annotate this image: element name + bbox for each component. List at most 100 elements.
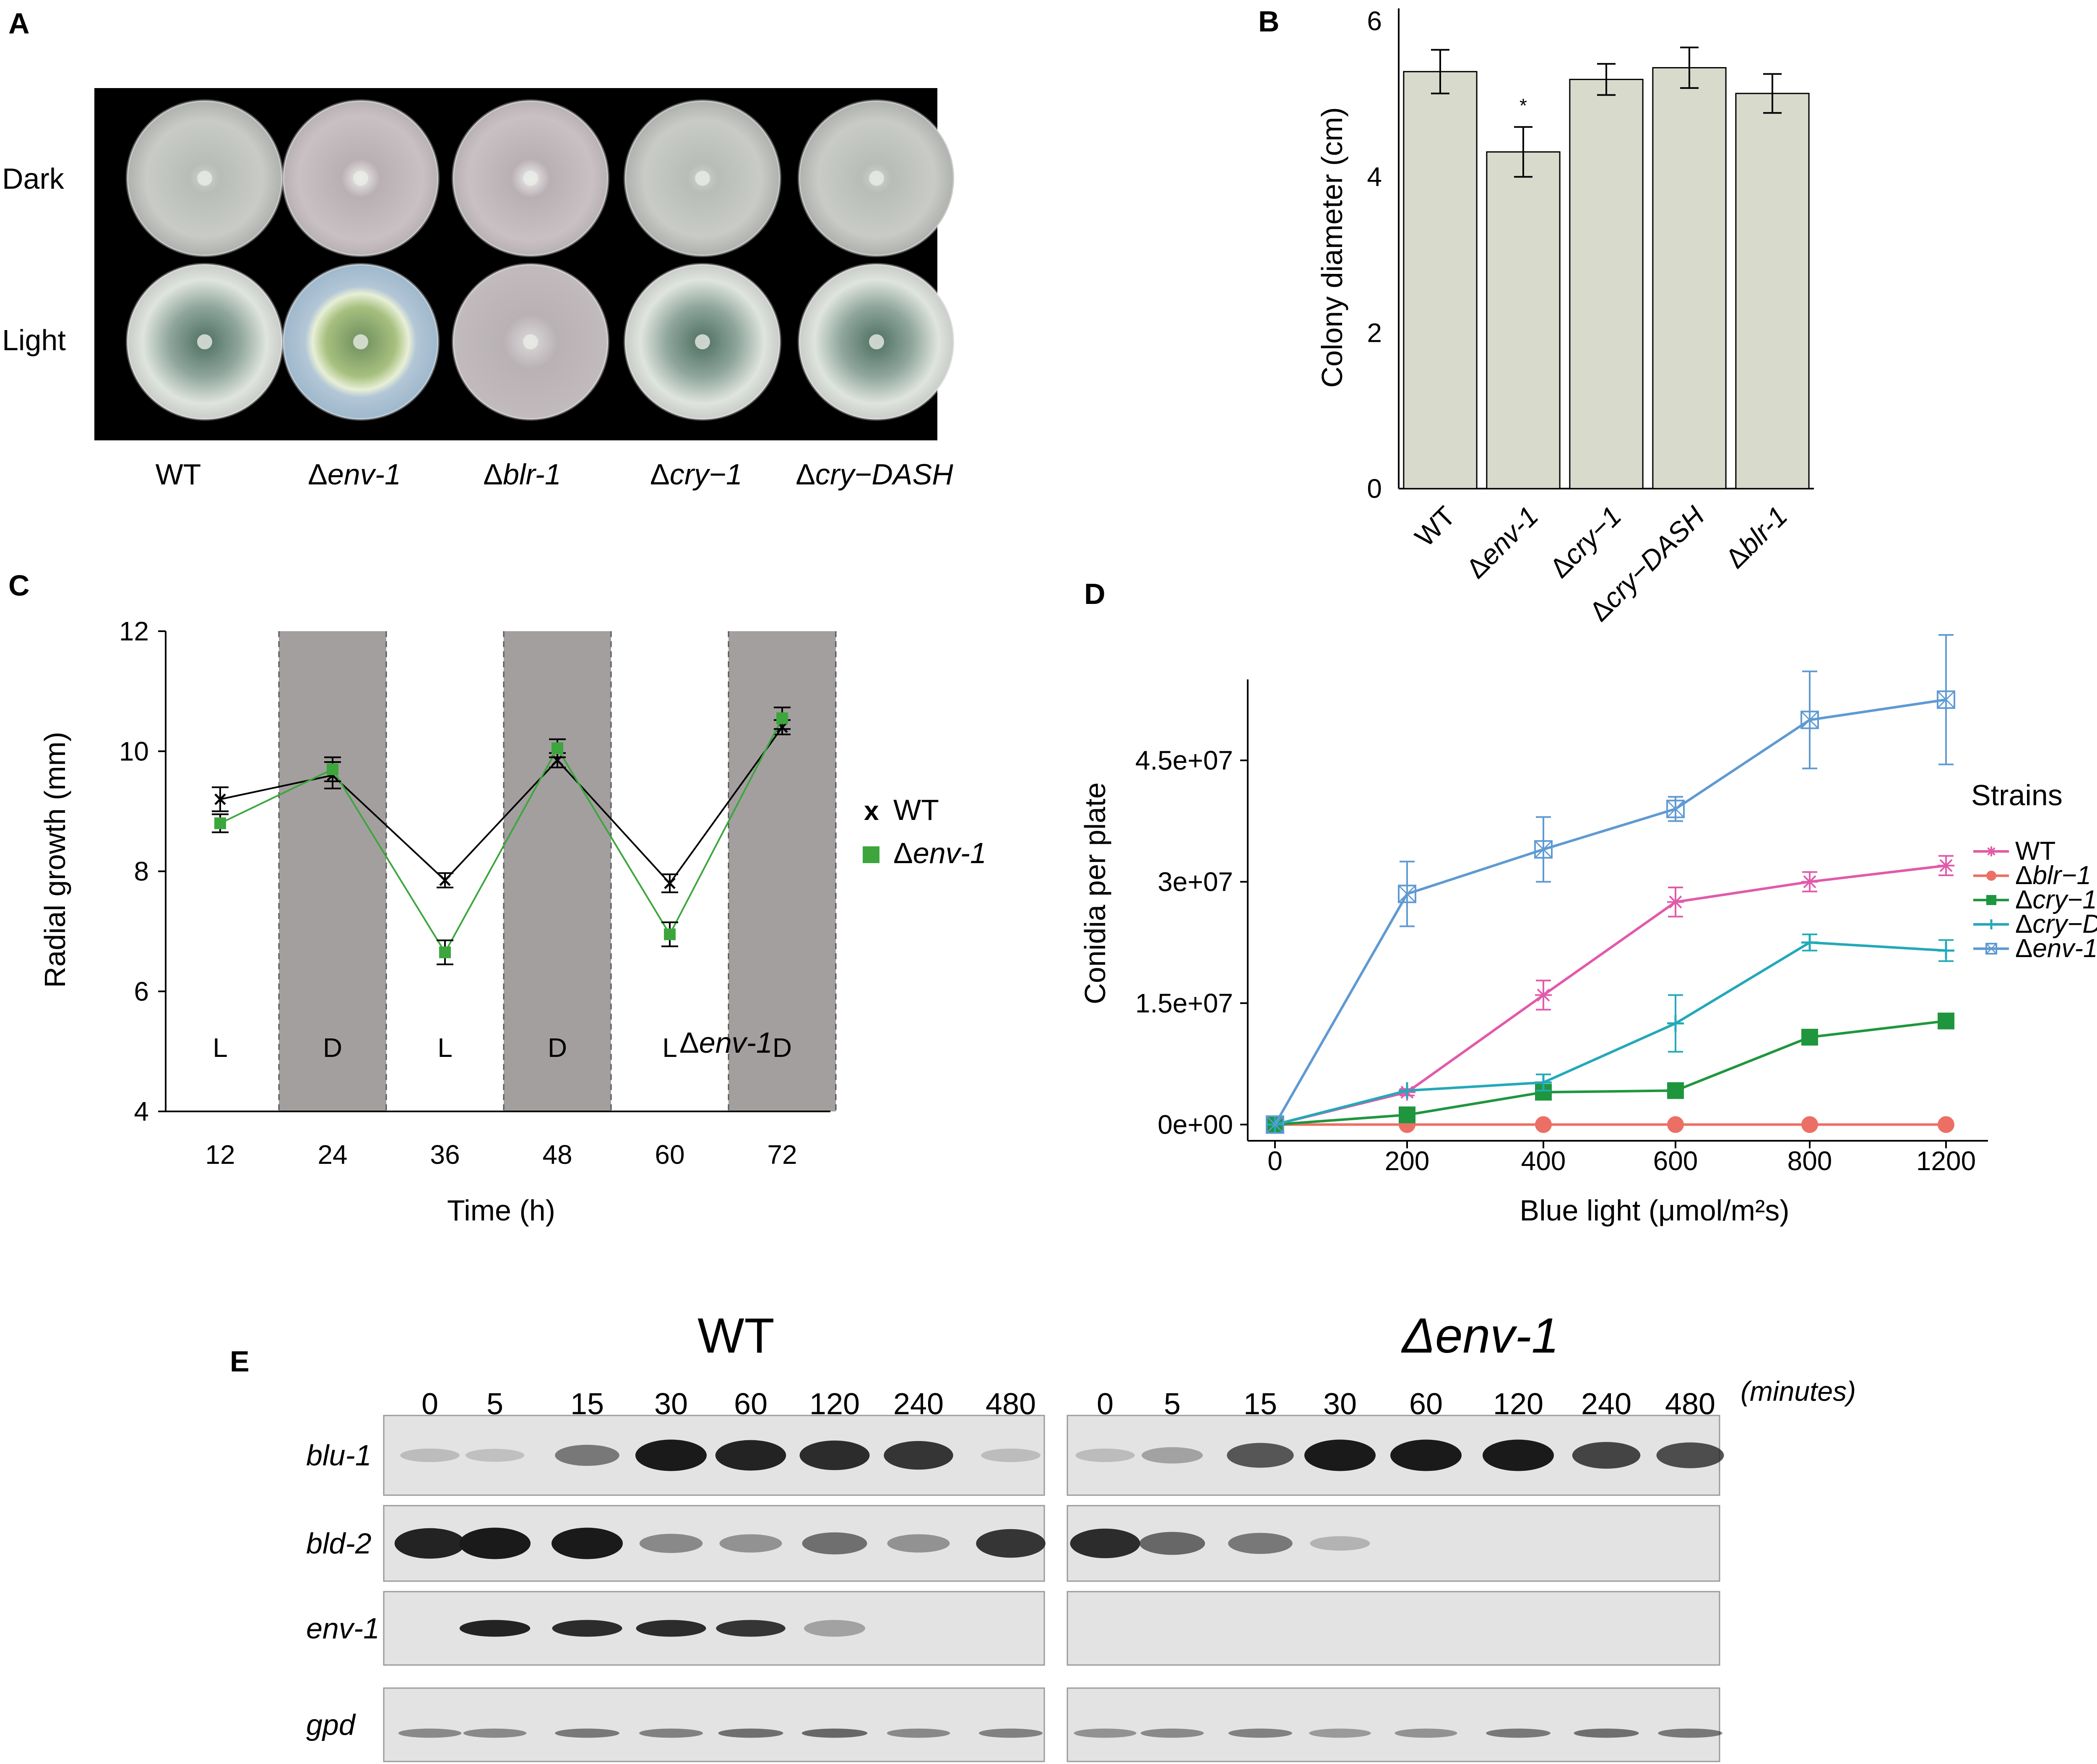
gene-label: blu-1	[306, 1439, 372, 1472]
legend-label-prefix: Δ	[2015, 885, 2032, 914]
x-tick-label: 400	[1521, 1146, 1566, 1176]
marker-box-cross	[1266, 1116, 1284, 1134]
inoculation-point	[353, 171, 368, 186]
x-tick-label: 48	[542, 1140, 572, 1170]
y-tick-label: 0e+00	[1158, 1109, 1233, 1140]
blot-band	[394, 1528, 466, 1559]
blot-band	[639, 1728, 703, 1738]
marker-circle	[1667, 1116, 1684, 1133]
panel-b-letter: B	[1258, 5, 1280, 38]
blot-band	[1075, 1448, 1135, 1462]
dark-phase-shade	[504, 631, 611, 1111]
blot-group-title-env1: Δenv-1	[1401, 1308, 1559, 1363]
inoculation-point	[523, 171, 538, 186]
blot-band	[1304, 1439, 1376, 1471]
x-tick-label: 600	[1653, 1146, 1698, 1176]
blot-band	[1486, 1728, 1551, 1738]
inoculation-point	[197, 171, 212, 186]
x-tick-label-prefix: WT	[1409, 500, 1461, 553]
blot-strip	[1067, 1687, 1720, 1762]
blot-band	[981, 1448, 1041, 1462]
strain-label-italic: cry−DASH	[815, 458, 953, 491]
x-tick-label: 24	[317, 1140, 347, 1170]
bar	[1735, 93, 1810, 489]
marker-box	[1266, 1115, 1284, 1134]
panel-e-letter: E	[230, 1345, 250, 1378]
legend-label-env1-prefix: Δ	[893, 837, 913, 869]
series-line	[220, 718, 783, 954]
blot-band	[1140, 1728, 1204, 1738]
data-point-x	[214, 793, 226, 805]
blot-band	[1228, 1728, 1292, 1738]
marker-square	[1986, 895, 1996, 905]
blot-band	[1572, 1442, 1641, 1469]
strain-label-prefix: WT	[156, 458, 201, 491]
panel-c-annotation-prefix: Δ	[679, 1026, 699, 1059]
series-line	[1274, 698, 1946, 1125]
legend-label-prefix: Δ	[2015, 861, 2032, 890]
x-tick-label: 800	[1787, 1146, 1832, 1176]
legend-label: Δcry−DASH	[2015, 910, 2097, 939]
panel-a-letter: A	[8, 7, 30, 40]
bar	[1403, 71, 1478, 489]
panel-c-y-axis-label: Radial growth (mm)	[39, 732, 71, 988]
legend-label: Δblr−1	[2015, 861, 2091, 890]
data-point-square	[552, 742, 563, 755]
blot-band	[1656, 1442, 1724, 1468]
legend-label: Δcry−1	[2015, 885, 2097, 914]
blot-band	[887, 1534, 950, 1553]
strain-label-italic: env-1	[328, 458, 401, 491]
marker-box	[1666, 799, 1685, 818]
legend-label: WT	[2015, 837, 2055, 866]
legend-label-italic: env-1	[2032, 934, 2097, 963]
plate-rim	[624, 99, 781, 257]
legend-label-italic: cry−DASH	[2032, 910, 2097, 939]
x-tick-label: 200	[1385, 1146, 1430, 1176]
plate-rim	[452, 99, 609, 257]
panel-d: D Conidia per plate Blue light (μmol/m²s…	[1079, 578, 2097, 1227]
marker-plus	[1399, 1082, 1415, 1099]
marker-asterisk	[1938, 857, 1954, 874]
panel-b-y-axis-label: Colony diameter (cm)	[1316, 107, 1348, 388]
x-tick-label: Δblr-1	[1720, 500, 1793, 574]
blot-band	[1574, 1728, 1639, 1738]
marker-circle	[1535, 1116, 1552, 1133]
panel-e: E WT Δenv-1 (minutes) 0 5 15 30 60 120 240 480 0…	[230, 1308, 1856, 1762]
plate-rim	[452, 263, 609, 421]
panel-a: A Dark Light WT Δenv-1 Δblr-1 Δcry−1 Δcry−DA…	[2, 7, 955, 491]
strain-label: WT	[156, 458, 201, 491]
marker-asterisk	[1801, 873, 1818, 890]
y-tick-label: 6	[134, 976, 149, 1007]
inoculation-point	[353, 334, 368, 349]
blot-band	[1074, 1728, 1137, 1738]
strain-label: Δcry−1	[650, 458, 742, 491]
inoculation-point	[695, 171, 710, 186]
blot-band	[465, 1449, 525, 1462]
strain-label-italic: blr-1	[503, 458, 561, 491]
dark-phase-shade	[279, 631, 386, 1111]
marker-plus	[1535, 1074, 1552, 1091]
data-point-square	[776, 712, 788, 724]
x-tick-label: Δcry−1	[1544, 500, 1627, 584]
panel-c-x-axis-label: Time (h)	[447, 1194, 555, 1227]
blot-band	[887, 1728, 950, 1738]
x-tick-label: 1200	[1916, 1146, 1976, 1176]
blot-band	[400, 1448, 460, 1462]
panel-c-legend: x WT Δenv-1	[863, 794, 986, 869]
data-point-square	[327, 763, 338, 775]
x-tick-label: 60	[655, 1140, 684, 1170]
marker-square	[1667, 1082, 1684, 1099]
blot-band	[718, 1728, 783, 1738]
panel-c-letter: C	[8, 569, 30, 602]
data-point-square	[439, 946, 451, 958]
phase-label: D	[548, 1033, 567, 1063]
marker-square	[1399, 1106, 1415, 1124]
y-tick-label: 2	[1367, 317, 1382, 348]
bar	[1569, 78, 1644, 489]
y-tick-label: 4.5e+07	[1135, 745, 1233, 775]
strain-label: Δcry−DASH	[796, 458, 953, 491]
phase-label: L	[437, 1033, 453, 1063]
series-line	[220, 726, 783, 885]
